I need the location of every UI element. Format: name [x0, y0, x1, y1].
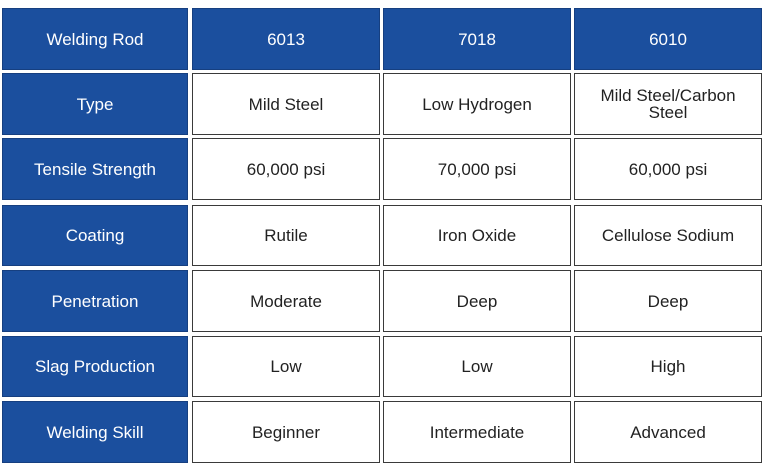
data-cell: Cellulose Sodium — [574, 205, 762, 266]
data-cell: 70,000 psi — [383, 138, 571, 200]
data-cell: Mild Steel — [192, 73, 380, 135]
data-cell: Low — [383, 336, 571, 397]
row-header-cell: Welding Skill — [2, 401, 188, 463]
row-header-cell: Type — [2, 73, 188, 135]
data-cell: 60,000 psi — [574, 138, 762, 200]
data-cell: Moderate — [192, 270, 380, 332]
data-cell: Low — [192, 336, 380, 397]
data-cell: Deep — [574, 270, 762, 332]
data-cell: Rutile — [192, 205, 380, 266]
row-header-cell: Tensile Strength — [2, 138, 188, 200]
data-cell: Iron Oxide — [383, 205, 571, 266]
header-cell: 6013 — [192, 8, 380, 70]
data-cell: Deep — [383, 270, 571, 332]
row-header-cell: Slag Production — [2, 336, 188, 397]
header-cell: 6010 — [574, 8, 762, 70]
data-cell: Advanced — [574, 401, 762, 463]
data-cell: 60,000 psi — [192, 138, 380, 200]
row-header-cell: Penetration — [2, 270, 188, 332]
data-cell: Mild Steel/Carbon Steel — [574, 73, 762, 135]
data-cell: High — [574, 336, 762, 397]
data-cell: Low Hydrogen — [383, 73, 571, 135]
row-header-cell: Coating — [2, 205, 188, 266]
header-cell: Welding Rod — [2, 8, 188, 70]
data-cell: Beginner — [192, 401, 380, 463]
header-cell: 7018 — [383, 8, 571, 70]
data-cell: Intermediate — [383, 401, 571, 463]
